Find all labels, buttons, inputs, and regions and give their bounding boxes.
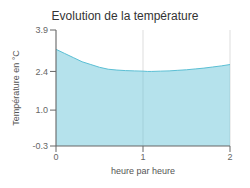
svg-text:2.4: 2.4	[35, 67, 48, 77]
svg-text:0: 0	[53, 152, 58, 162]
svg-text:3.9: 3.9	[35, 25, 48, 35]
html-text:Evolution de la température: Evolution de la température	[51, 9, 199, 23]
svg-text:1: 1	[140, 152, 145, 162]
svg-text:1.0: 1.0	[35, 105, 48, 115]
svg-text:heure par heure: heure par heure	[111, 166, 175, 176]
svg-text:Température en °C: Température en °C	[11, 50, 21, 126]
svg-text:-0.3: -0.3	[32, 141, 48, 151]
svg-text:2: 2	[227, 152, 232, 162]
